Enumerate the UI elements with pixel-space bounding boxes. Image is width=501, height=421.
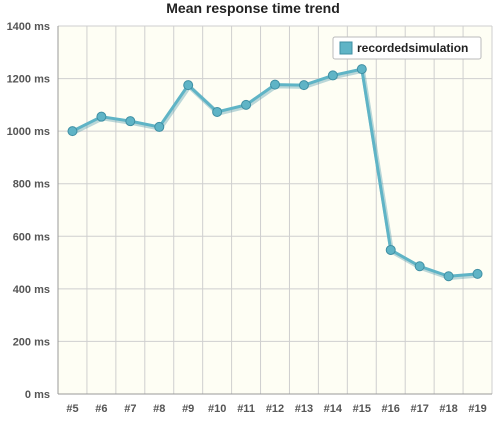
x-tick-label: #19 xyxy=(468,403,486,415)
x-tick-label: #17 xyxy=(410,403,428,415)
chart-title: Mean response time trend xyxy=(166,0,340,16)
data-point[interactable] xyxy=(183,80,194,91)
x-tick-label: #8 xyxy=(153,403,165,415)
x-tick-label: #5 xyxy=(66,403,78,415)
y-tick-label: 1000 ms xyxy=(7,126,50,138)
x-tick-label: #15 xyxy=(353,403,371,415)
y-tick-label: 400 ms xyxy=(13,284,50,296)
x-tick-label: #6 xyxy=(95,403,107,415)
data-point[interactable] xyxy=(270,79,280,90)
legend-swatch xyxy=(339,41,353,55)
axes: 0 ms 200 ms 400 ms 600 ms 800 ms 1000 ms 1200 … xyxy=(7,21,492,415)
data-point[interactable] xyxy=(385,244,396,255)
x-tick-label: #7 xyxy=(124,403,136,415)
x-tick-label: #9 xyxy=(182,403,194,415)
data-point[interactable] xyxy=(327,70,338,81)
data-point[interactable] xyxy=(67,126,78,137)
data-point[interactable] xyxy=(125,116,136,127)
y-tick-label: 1200 ms xyxy=(7,74,50,86)
y-tick-label: 600 ms xyxy=(13,231,50,243)
x-tick-label: #10 xyxy=(208,403,226,415)
x-tick-label: #11 xyxy=(237,403,255,415)
x-tick-label: #13 xyxy=(295,403,313,415)
series-layer xyxy=(67,64,483,282)
data-point[interactable] xyxy=(414,261,425,272)
legend-box xyxy=(332,36,482,60)
legend-label: recordedsimulation xyxy=(357,41,468,55)
data-point[interactable] xyxy=(356,64,367,75)
data-point[interactable] xyxy=(96,111,107,122)
data-point[interactable] xyxy=(241,99,252,110)
data-point[interactable] xyxy=(472,268,483,279)
data-point[interactable] xyxy=(154,121,165,132)
data-point[interactable] xyxy=(443,271,454,282)
y-tick-label: 1400 ms xyxy=(7,21,50,33)
data-point[interactable] xyxy=(298,80,309,91)
x-tick-label: #12 xyxy=(266,403,284,415)
x-tick-label: #16 xyxy=(382,403,400,415)
y-tick-label: 0 ms xyxy=(25,389,50,401)
y-tick-label: 200 ms xyxy=(13,336,50,348)
legend: recordedsimulation xyxy=(332,36,482,60)
x-tick-label: #18 xyxy=(439,403,457,415)
data-point[interactable] xyxy=(212,106,223,117)
x-tick-label: #14 xyxy=(324,403,343,415)
y-tick-label: 800 ms xyxy=(13,179,50,191)
